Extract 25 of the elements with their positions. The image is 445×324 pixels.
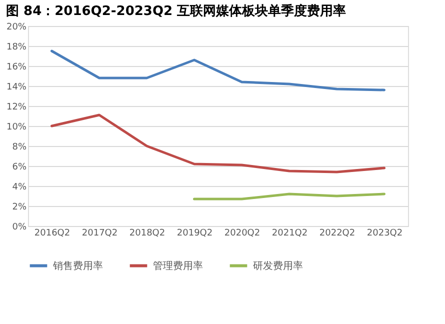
x-tick-label: 2020Q2 <box>224 228 260 238</box>
x-tick-label: 2016Q2 <box>34 228 70 238</box>
y-tick-label: 6% <box>12 162 27 172</box>
y-tick-label: 4% <box>12 182 27 192</box>
y-tick-label: 20% <box>6 22 27 32</box>
x-tick-label: 2018Q2 <box>129 228 166 238</box>
line-series <box>50 50 386 92</box>
y-tick-label: 14% <box>6 82 27 92</box>
legend-label: 销售费用率 <box>52 260 103 272</box>
legend-label: 研发费用率 <box>253 260 303 272</box>
y-tick-label: 0% <box>12 222 27 232</box>
y-tick-label: 8% <box>12 142 27 152</box>
x-tick-label: 2022Q2 <box>319 228 356 238</box>
y-tick-label: 16% <box>6 62 27 72</box>
y-tick-label: 12% <box>6 102 27 112</box>
x-tick-label: 2017Q2 <box>82 228 118 238</box>
chart-title: 图 84：2016Q2-2023Q2 互联网媒体板块单季度费用率 <box>6 3 346 19</box>
x-tick-label: 2023Q2 <box>366 228 403 238</box>
line-series <box>50 114 386 174</box>
y-tick-label: 10% <box>6 122 27 132</box>
y-tick-label: 2% <box>12 202 27 212</box>
y-tick-label: 18% <box>6 42 27 52</box>
x-tick-label: 2021Q2 <box>272 228 308 238</box>
x-tick-label: 2019Q2 <box>176 228 213 238</box>
legend-label: 管理费用率 <box>153 260 203 272</box>
